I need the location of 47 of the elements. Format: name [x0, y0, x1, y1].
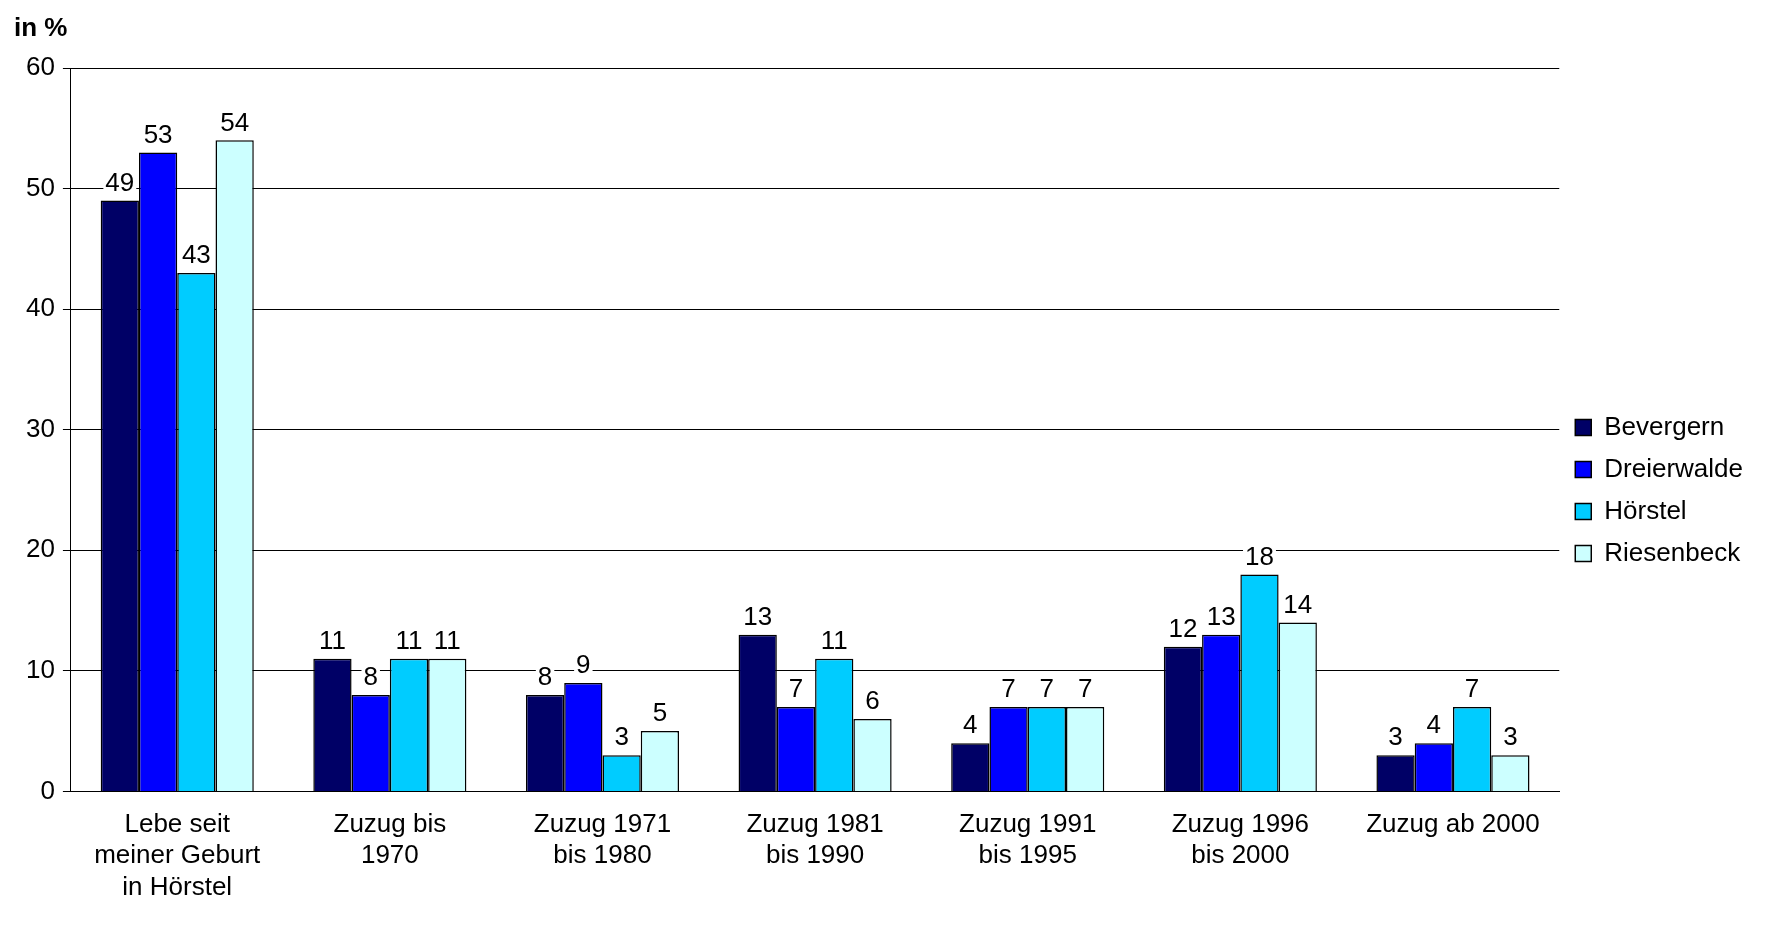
x-tick-label: Zuzug 1996 bis 2000 [1171, 808, 1310, 870]
data-label: 11 [820, 624, 848, 655]
data-label: 8 [537, 661, 553, 692]
x-tick-label: Lebe seit meiner Geburt in Hörstel [94, 808, 262, 901]
data-label: 3 [1388, 721, 1403, 752]
data-label: 12 [1168, 612, 1198, 643]
data-label: 3 [614, 721, 629, 752]
data-label: 5 [652, 697, 668, 728]
y-tick-label: 10 [26, 654, 55, 685]
data-label: 8 [363, 661, 378, 692]
data-label: 4 [963, 709, 978, 740]
data-label: 11 [433, 624, 461, 655]
legend-label: Riesenbeck [1604, 536, 1742, 567]
x-tick-label: Zuzug 1981 bis 1990 [746, 808, 884, 870]
data-label: 3 [1503, 721, 1518, 752]
x-tick-label: Zuzug bis 1970 [333, 808, 447, 870]
data-label: 7 [1464, 673, 1480, 704]
y-tick-label: 30 [26, 412, 55, 443]
legend-label: Dreierwalde [1604, 452, 1744, 483]
data-label: 7 [1039, 673, 1055, 704]
data-label: 13 [743, 600, 773, 631]
y-axis-title: in % [14, 12, 68, 43]
legend-label: Hörstel [1604, 494, 1687, 525]
x-tick-label: Zuzug 1991 bis 1995 [959, 808, 1097, 870]
data-label: 9 [576, 649, 591, 680]
y-tick-label: 40 [26, 292, 55, 323]
y-tick-label: 20 [26, 533, 55, 564]
data-label: 14 [1283, 588, 1313, 619]
data-label: 11 [318, 624, 346, 655]
data-label: 6 [865, 685, 880, 716]
data-label: 53 [143, 118, 173, 149]
data-label: 7 [1077, 673, 1093, 704]
data-label: 7 [788, 673, 804, 704]
data-label: 54 [220, 106, 250, 137]
x-tick-label: Zuzug 1971 bis 1980 [533, 808, 672, 870]
y-tick-label: 0 [40, 774, 55, 805]
x-tick-label: Zuzug ab 2000 [1366, 808, 1540, 839]
y-tick-label: 60 [26, 51, 55, 82]
data-label: 43 [181, 239, 211, 270]
legend-label: Bevergern [1604, 410, 1725, 441]
y-tick-label: 50 [26, 171, 55, 202]
data-label: 11 [395, 624, 423, 655]
data-label: 49 [105, 166, 135, 197]
data-label: 18 [1245, 540, 1274, 571]
data-label: 4 [1426, 709, 1442, 740]
data-label: 13 [1206, 600, 1236, 631]
data-label: 7 [1001, 673, 1016, 704]
